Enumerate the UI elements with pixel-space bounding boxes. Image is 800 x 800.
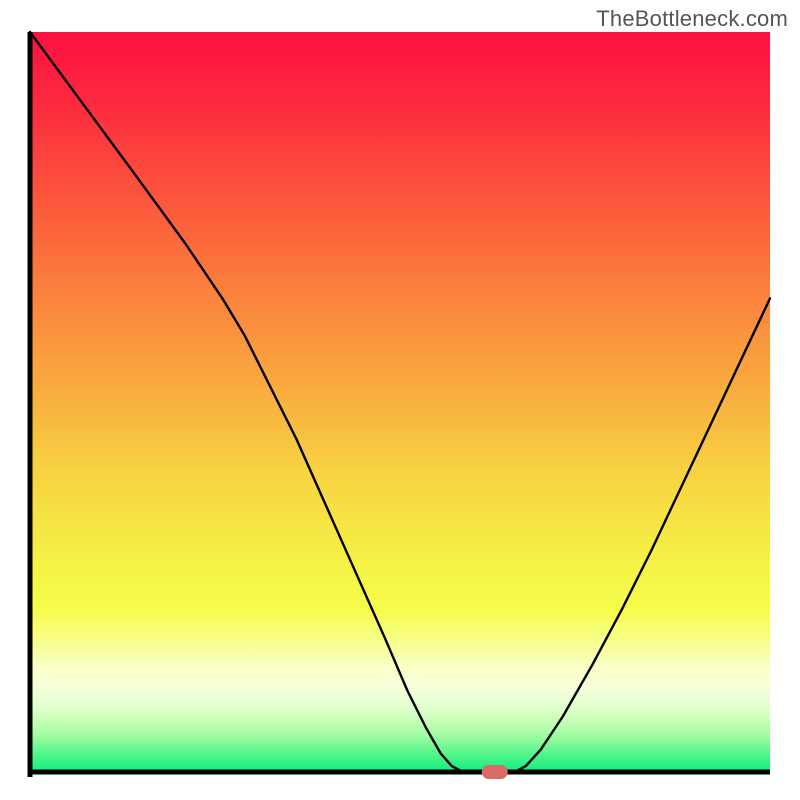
chart-svg [0, 0, 800, 800]
plot-background [30, 32, 770, 772]
optimal-marker [482, 765, 508, 779]
bottleneck-chart [0, 0, 800, 800]
